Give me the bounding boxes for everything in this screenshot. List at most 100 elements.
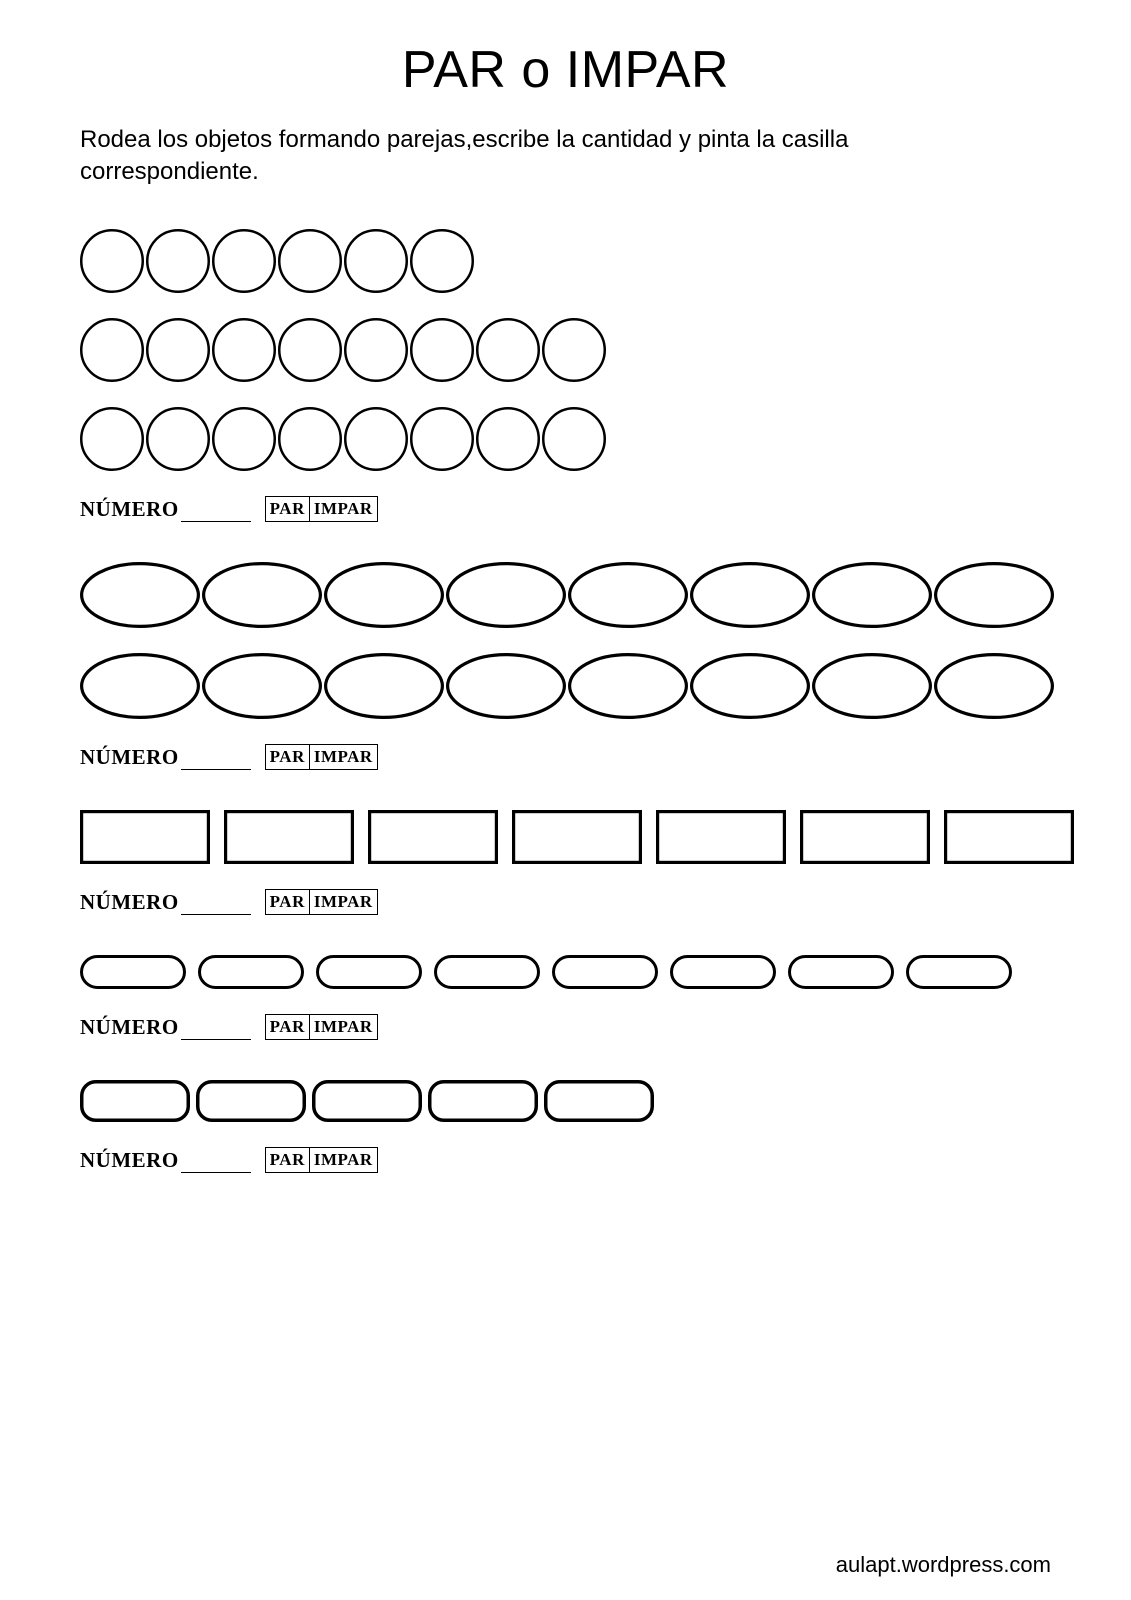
shape-wrap — [80, 955, 186, 994]
circle-shape — [476, 407, 540, 471]
shape-wrap — [198, 955, 304, 994]
rect-shape — [224, 810, 354, 864]
ellipse-shape — [446, 653, 566, 719]
circle-shape — [410, 407, 474, 471]
par-impar-boxes: PAR IMPAR — [265, 1147, 378, 1173]
shape-wrap — [568, 653, 688, 724]
impar-box[interactable]: IMPAR — [309, 497, 377, 521]
footer-credit: aulapt.wordpress.com — [836, 1552, 1051, 1578]
circle-shape — [212, 229, 276, 293]
shape-wrap — [80, 653, 200, 724]
shape-wrap — [410, 318, 474, 387]
shape-wrap — [278, 407, 342, 476]
shape-wrap — [434, 955, 540, 994]
impar-box[interactable]: IMPAR — [309, 1148, 377, 1172]
answer-line: NÚMERO PAR IMPAR — [80, 496, 1051, 522]
ellipse-shape — [568, 653, 688, 719]
shape-wrap — [428, 1080, 538, 1127]
circle-shape — [212, 407, 276, 471]
rect-shape — [552, 955, 658, 989]
shape-wrap — [80, 318, 144, 387]
numero-label: NÚMERO — [80, 1148, 179, 1173]
answer-line: NÚMERO PAR IMPAR — [80, 889, 1051, 915]
exercise-4: NÚMERO PAR IMPAR — [80, 955, 1051, 1040]
numero-blank[interactable] — [181, 750, 251, 770]
shape-wrap — [146, 229, 210, 298]
impar-box[interactable]: IMPAR — [309, 745, 377, 769]
shape-wrap — [544, 1080, 654, 1127]
shape-wrap — [202, 653, 322, 724]
circle-shape — [410, 318, 474, 382]
shape-row — [80, 318, 1051, 387]
rect-shape — [906, 955, 1012, 989]
shape-wrap — [690, 653, 810, 724]
numero-label: NÚMERO — [80, 745, 179, 770]
ellipse-shape — [324, 562, 444, 628]
shape-wrap — [212, 229, 276, 298]
impar-box[interactable]: IMPAR — [309, 1015, 377, 1039]
par-box[interactable]: PAR — [266, 745, 309, 769]
shape-wrap — [690, 562, 810, 633]
shape-wrap — [410, 229, 474, 298]
ellipse-shape — [446, 562, 566, 628]
shape-wrap — [202, 562, 322, 633]
rect-shape — [656, 810, 786, 864]
circle-shape — [146, 318, 210, 382]
rect-shape — [316, 955, 422, 989]
circle-shape — [476, 318, 540, 382]
ellipse-shape — [568, 562, 688, 628]
shape-wrap — [368, 810, 498, 869]
par-box[interactable]: PAR — [266, 1148, 309, 1172]
par-box[interactable]: PAR — [266, 497, 309, 521]
rect-shape — [434, 955, 540, 989]
rect-shape — [800, 810, 930, 864]
circle-shape — [542, 407, 606, 471]
circle-shape — [80, 407, 144, 471]
par-impar-boxes: PAR IMPAR — [265, 889, 378, 915]
shape-wrap — [476, 318, 540, 387]
ellipse-shape — [812, 562, 932, 628]
par-box[interactable]: PAR — [266, 1015, 309, 1039]
impar-box[interactable]: IMPAR — [309, 890, 377, 914]
shape-wrap — [80, 810, 210, 869]
circle-shape — [344, 407, 408, 471]
par-impar-boxes: PAR IMPAR — [265, 496, 378, 522]
rect-shape — [428, 1080, 538, 1122]
numero-blank[interactable] — [181, 895, 251, 915]
circle-shape — [146, 407, 210, 471]
numero-blank[interactable] — [181, 502, 251, 522]
circle-shape — [146, 229, 210, 293]
shape-wrap — [542, 407, 606, 476]
rect-shape — [512, 810, 642, 864]
circle-shape — [410, 229, 474, 293]
shape-row — [80, 407, 1051, 476]
shape-wrap — [324, 562, 444, 633]
rect-shape — [788, 955, 894, 989]
exercise-2: NÚMERO PAR IMPAR — [80, 562, 1051, 770]
rect-shape — [80, 955, 186, 989]
ellipse-shape — [690, 653, 810, 719]
shape-wrap — [278, 318, 342, 387]
ellipse-shape — [80, 653, 200, 719]
shape-wrap — [344, 318, 408, 387]
circle-shape — [542, 318, 606, 382]
shape-wrap — [344, 229, 408, 298]
numero-label: NÚMERO — [80, 1015, 179, 1040]
shape-wrap — [212, 318, 276, 387]
shape-wrap — [800, 810, 930, 869]
numero-blank[interactable] — [181, 1153, 251, 1173]
answer-line: NÚMERO PAR IMPAR — [80, 744, 1051, 770]
ellipse-shape — [202, 653, 322, 719]
shape-wrap — [146, 318, 210, 387]
rect-shape — [80, 810, 210, 864]
par-box[interactable]: PAR — [266, 890, 309, 914]
ellipse-shape — [934, 562, 1054, 628]
numero-blank[interactable] — [181, 1020, 251, 1040]
rect-shape — [368, 810, 498, 864]
numero-label: NÚMERO — [80, 890, 179, 915]
shape-wrap — [278, 229, 342, 298]
circle-shape — [278, 229, 342, 293]
shape-wrap — [934, 653, 1054, 724]
answer-line: NÚMERO PAR IMPAR — [80, 1014, 1051, 1040]
shape-row — [80, 1080, 1051, 1127]
